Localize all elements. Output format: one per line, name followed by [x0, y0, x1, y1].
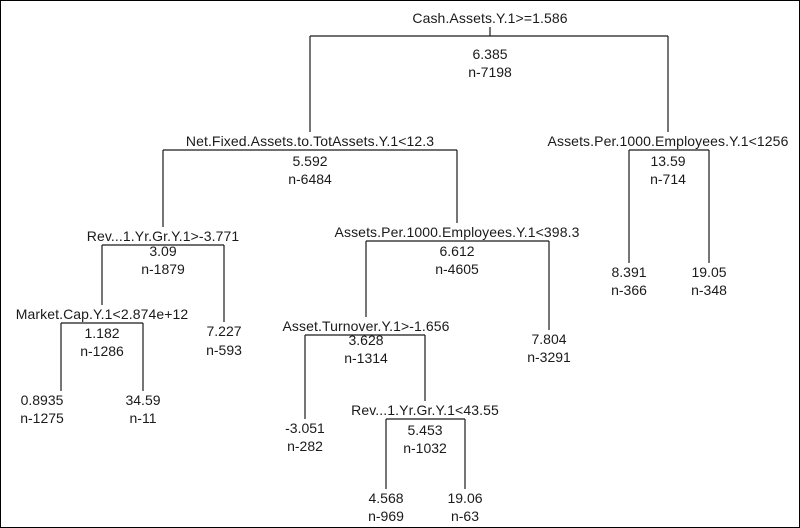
- split-value-net-fixed-assets: 5.592: [292, 153, 328, 169]
- split-count-rev-growth-left: n-1879: [141, 261, 185, 277]
- split-value-rev-growth-bottom: 5.453: [407, 422, 443, 438]
- split-label-root: Cash.Assets.Y.1>=1.586: [412, 10, 568, 26]
- split-count-net-fixed-assets: n-6484: [288, 171, 332, 187]
- leaf-value-1: 8.391: [611, 264, 647, 280]
- split-label-rev-growth-bottom: Rev...1.Yr.Gr.Y.1<43.55: [351, 402, 499, 418]
- leaf-count-6: n-11: [129, 410, 157, 426]
- split-label-net-fixed-assets: Net.Fixed.Assets.to.TotAssets.Y.1<12.3: [185, 133, 435, 149]
- leaf-count-7: n-282: [287, 438, 323, 454]
- leaf-value-6: 34.59: [125, 392, 161, 408]
- leaf-count-3: n-593: [206, 342, 242, 358]
- leaf-count-1: n-366: [611, 282, 647, 298]
- split-value-rev-growth-left: 3.09: [149, 243, 177, 259]
- leaf-count-9: n-63: [450, 508, 480, 524]
- leaf-value-8: 4.568: [368, 490, 404, 506]
- leaf-value-3: 7.227: [206, 323, 242, 339]
- leaf-value-5: 0.8935: [20, 392, 64, 408]
- split-label-assets-per-1000-right: Assets.Per.1000.Employees.Y.1<1256: [547, 133, 789, 149]
- leaf-value-4: 7.804: [531, 331, 567, 347]
- leaf-count-2: n-348: [691, 282, 727, 298]
- split-count-root: n-7198: [468, 64, 512, 80]
- split-count-market-cap: n-1286: [80, 343, 124, 359]
- split-value-asset-turnover: 3.628: [348, 332, 384, 348]
- split-value-assets-per-1000-right: 13.59: [650, 153, 686, 169]
- split-value-market-cap: 1.182: [84, 325, 120, 341]
- split-label-asset-turnover: Asset.Turnover.Y.1>-1.656: [282, 318, 450, 334]
- split-value-root: 6.385: [472, 46, 508, 62]
- split-label-assets-per-1000-mid: Assets.Per.1000.Employees.Y.1<398.3: [334, 224, 580, 240]
- leaf-count-5: n-1275: [20, 410, 64, 426]
- leaf-count-4: n-3291: [527, 349, 571, 365]
- split-count-assets-per-1000-mid: n-4605: [435, 261, 479, 277]
- split-label-rev-growth-left: Rev...1.Yr.Gr.Y.1>-3.771: [86, 228, 240, 244]
- split-count-rev-growth-bottom: n-1032: [403, 440, 447, 456]
- leaf-value-9: 19.06: [447, 490, 483, 506]
- leaf-value-7: -3.051: [285, 420, 325, 436]
- leaf-count-8: n-969: [368, 508, 404, 524]
- split-value-assets-per-1000-mid: 6.612: [439, 243, 475, 259]
- leaf-value-2: 19.05: [691, 264, 727, 280]
- split-label-market-cap: Market.Cap.Y.1<2.874e+12: [15, 306, 189, 322]
- split-count-assets-per-1000-right: n-714: [650, 171, 686, 187]
- split-count-asset-turnover: n-1314: [344, 350, 388, 366]
